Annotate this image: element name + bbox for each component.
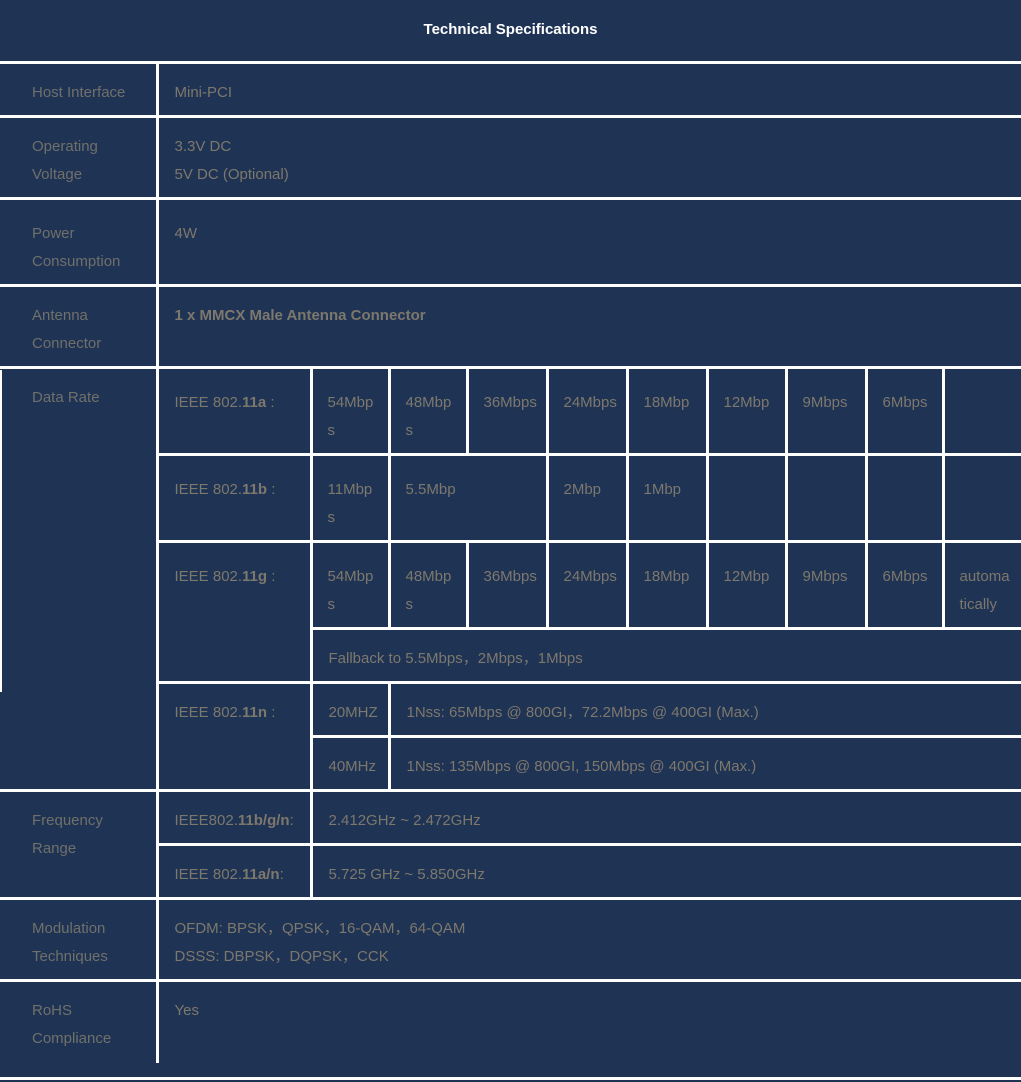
operating-voltage-line-1: 3.3V DC	[174, 137, 232, 155]
rate-cell: 9Mbps	[784, 539, 868, 630]
frequency-range-row-bgn: Frequency Range IEEE802.11b/g/n: 2.412GH…	[0, 788, 1021, 900]
data-rate-row-a: Data Rate IEEE 802.11a : 54Mbps 48Mbps 3…	[0, 365, 1021, 792]
n-rate-value-40mhz: 1Nss: 135Mbps @ 800GI, 150Mbps @ 400GI (…	[387, 734, 1021, 792]
rohs-compliance-row: RoHS Compliance Yes	[0, 978, 1021, 1065]
data-rate-row-g: IEEE 802.11g : 54Mbps 48Mbps 36Mbps 24Mb…	[0, 539, 1021, 684]
frequency-value-bgn: 2.412GHz ~ 2.472GHz	[309, 788, 1021, 846]
fallback-value: Fallback to 5.5Mbps，2Mbps，1Mbps	[309, 626, 1021, 684]
operating-voltage-label: Operating Voltage	[0, 114, 159, 200]
antenna-connector-row: Antenna Connector 1 x MMCX Male Antenna …	[0, 283, 1021, 369]
rate-cell-empty	[941, 365, 1021, 456]
data-rate-row-n-40: 40MHz 1Nss: 135Mbps @ 800GI, 150Mbps @ 4…	[0, 734, 1021, 792]
operating-voltage-value: 3.3V DC 5V DC (Optional)	[155, 114, 1021, 200]
frequency-range-label: Frequency Range	[0, 788, 159, 900]
rate-cell: 2Mbp	[545, 452, 629, 543]
frequency-value-an: 5.725 GHz ~ 5.850GHz	[309, 842, 1021, 900]
host-interface-row: Host Interface Mini-PCI	[0, 60, 1021, 118]
n-rate-value-20mhz: 1Nss: 65Mbps @ 800GI，72.2Mbps @ 400GI (M…	[387, 680, 1021, 738]
power-consumption-value: 4W	[155, 196, 1021, 287]
power-consumption-row: Power Consumption 4W	[0, 196, 1021, 287]
rate-cell: 18Mbp	[625, 365, 709, 456]
rate-cell: 48Mbps	[387, 539, 469, 630]
ieee-an-label: IEEE 802.11a/n:	[155, 842, 313, 900]
rate-cell-empty	[941, 452, 1021, 543]
rate-cell: 12Mbp	[705, 365, 788, 456]
host-interface-value: Mini-PCI	[155, 60, 1021, 118]
rate-cell: 24Mbps	[545, 539, 629, 630]
modulation-techniques-row: Modulation Techniques OFDM: BPSK，QPSK，16…	[0, 896, 1021, 982]
ieee-bgn-label: IEEE802.11b/g/n:	[155, 788, 313, 846]
ieee-80211n-label: IEEE 802.11n :	[155, 680, 313, 792]
rate-cell: 12Mbp	[705, 539, 788, 630]
rate-cell: 48Mbps	[387, 365, 469, 456]
modulation-line-ofdm: OFDM: BPSK，QPSK，16-QAM，64-QAM	[174, 919, 466, 937]
rate-cell: 18Mbp	[625, 539, 709, 630]
power-consumption-label: Power Consumption	[0, 196, 159, 287]
modulation-line-dsss: DSSS: DBPSK，DQPSK，CCK	[174, 947, 389, 965]
rohs-compliance-label: RoHS Compliance	[0, 978, 159, 1065]
rate-cell: 36Mbps	[465, 539, 549, 630]
rate-cell: 54Mbps	[309, 539, 391, 630]
bandwidth-cell-40mhz: 40MHz	[309, 734, 391, 792]
data-rate-row-b: IEEE 802.11b : 11Mbps 5.5Mbp 2Mbp 1Mbp	[0, 452, 1021, 543]
rate-cell-empty	[705, 452, 788, 543]
frequency-range-row-an: IEEE 802.11a/n: 5.725 GHz ~ 5.850GHz	[0, 842, 1021, 900]
rohs-compliance-value: Yes	[155, 978, 1021, 1065]
data-rate-label: Data Rate	[0, 365, 159, 792]
modulation-techniques-label: Modulation Techniques	[0, 896, 159, 982]
table-bottom-border	[0, 1077, 1021, 1080]
title-row: Technical Specifications	[0, 0, 1021, 64]
modulation-techniques-value: OFDM: BPSK，QPSK，16-QAM，64-QAM DSSS: DBPS…	[155, 896, 1021, 982]
host-interface-label: Host Interface	[0, 60, 159, 118]
rate-cell: 11Mbps	[309, 452, 391, 543]
table-left-border-segment	[0, 370, 2, 692]
rate-cell: automatically	[941, 539, 1021, 630]
rate-cell: 6Mbps	[864, 539, 945, 630]
rate-cell: 54Mbps	[309, 365, 391, 456]
rate-cell-empty	[784, 452, 868, 543]
ieee-80211g-label: IEEE 802.11g :	[155, 539, 313, 684]
rate-cell: 24Mbps	[545, 365, 629, 456]
ieee-80211a-label: IEEE 802.11a :	[155, 365, 313, 456]
bandwidth-cell-20mhz: 20MHZ	[309, 680, 391, 738]
rate-cell: 5.5Mbp	[387, 452, 549, 543]
ieee-80211b-label: IEEE 802.11b :	[155, 452, 313, 543]
rate-cell: 1Mbp	[625, 452, 709, 543]
page-title: Technical Specifications	[0, 0, 1021, 64]
data-rate-row-g-fallback: Fallback to 5.5Mbps，2Mbps，1Mbps	[0, 626, 1021, 684]
operating-voltage-row: Operating Voltage 3.3V DC 5V DC (Optiona…	[0, 114, 1021, 200]
rate-cell: 9Mbps	[784, 365, 868, 456]
rate-cell-empty	[864, 452, 945, 543]
antenna-connector-label: Antenna Connector	[0, 283, 159, 369]
operating-voltage-line-2: 5V DC (Optional)	[174, 165, 289, 183]
rate-cell: 36Mbps	[465, 365, 549, 456]
data-rate-row-n-20: IEEE 802.11n : 20MHZ 1Nss: 65Mbps @ 800G…	[0, 680, 1021, 792]
rate-cell: 6Mbps	[864, 365, 945, 456]
antenna-connector-value: 1 x MMCX Male Antenna Connector	[155, 283, 1021, 369]
